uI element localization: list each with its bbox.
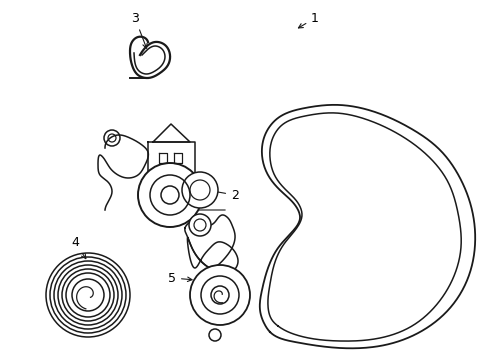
Text: 5: 5 bbox=[168, 271, 192, 284]
Circle shape bbox=[138, 163, 202, 227]
Text: 1: 1 bbox=[298, 12, 318, 28]
Circle shape bbox=[189, 214, 210, 236]
Text: 4: 4 bbox=[71, 235, 85, 258]
Polygon shape bbox=[184, 215, 235, 268]
Text: 2: 2 bbox=[199, 187, 239, 202]
Polygon shape bbox=[187, 237, 238, 275]
Circle shape bbox=[72, 279, 104, 311]
Circle shape bbox=[182, 172, 218, 208]
Circle shape bbox=[190, 265, 249, 325]
Text: 3: 3 bbox=[131, 12, 147, 48]
